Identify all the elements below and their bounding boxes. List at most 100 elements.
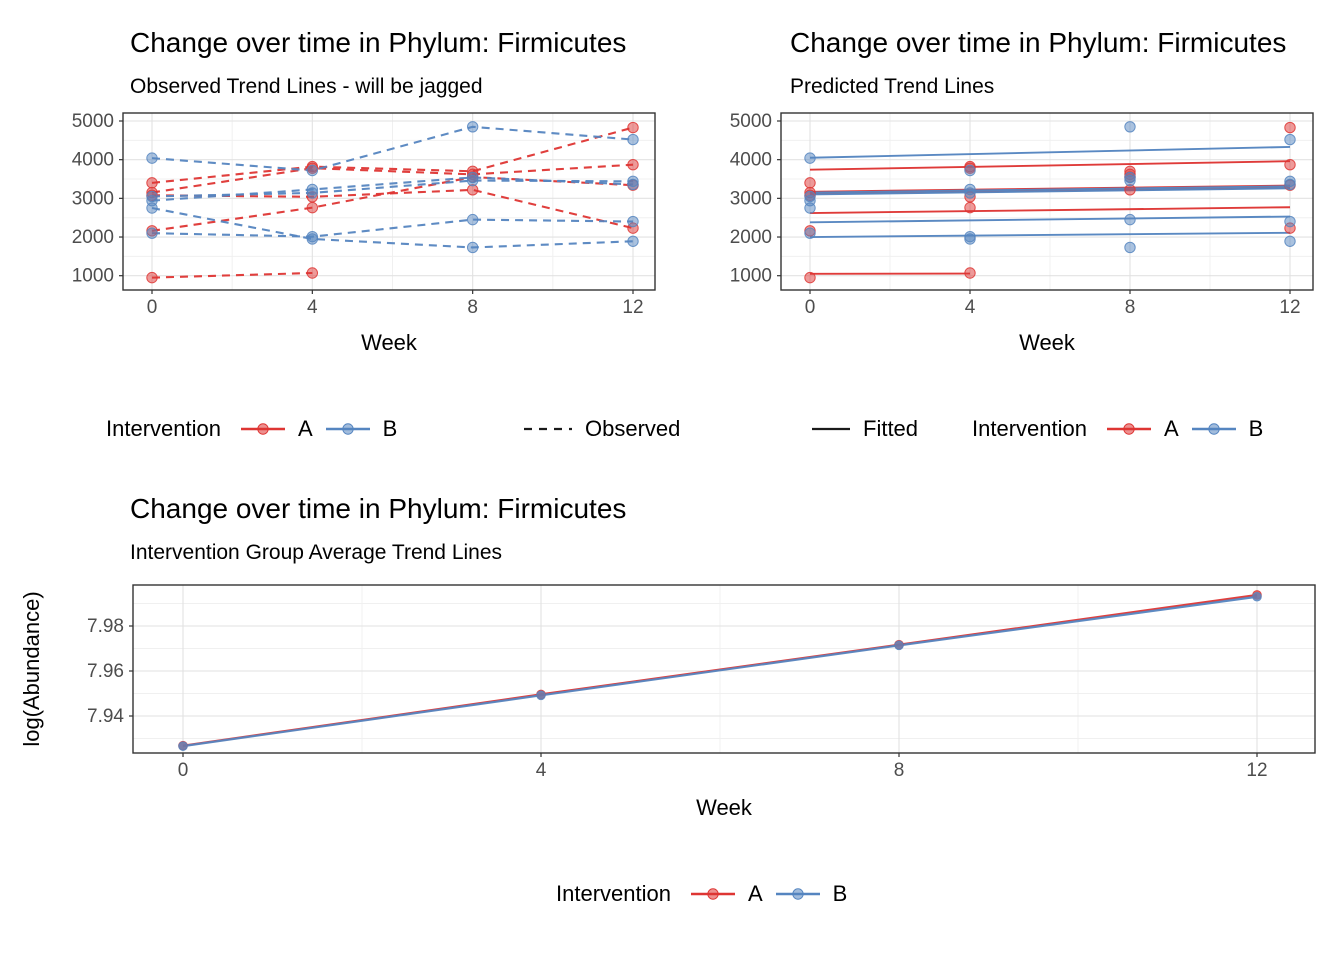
legend-key-b-icon	[325, 416, 370, 442]
x-tick-label: 8	[1125, 297, 1136, 318]
legend-label-observed: Observed	[585, 416, 681, 441]
data-point-B1	[466, 121, 479, 133]
data-point-B5	[1124, 213, 1136, 226]
y-tick-label: 2000	[72, 227, 114, 248]
y-tick-label: 7.96	[87, 661, 124, 682]
data-point-B5	[306, 230, 319, 243]
legend-key-a-icon	[690, 881, 735, 907]
observed-x-axis-label: Week	[361, 330, 417, 355]
x-tick-label: 4	[536, 760, 547, 781]
average-subtitle: Intervention Group Average Trend Lines	[130, 541, 503, 564]
data-point-B3	[1124, 171, 1136, 184]
y-tick-label: 4000	[72, 150, 114, 171]
data-point-A5	[964, 267, 976, 279]
x-tick-label: 12	[1279, 297, 1300, 318]
average-x-axis-label: Week	[696, 795, 752, 820]
y-tick-label: 4000	[730, 150, 772, 171]
y-tick-label: 5000	[72, 111, 114, 132]
legend-label-fitted: Fitted	[863, 416, 919, 441]
x-tick-label: 0	[805, 297, 816, 318]
data-point-A1	[804, 177, 816, 189]
series-line-B2	[151, 179, 634, 198]
data-point-B1	[804, 152, 816, 164]
legend-title: Intervention	[972, 416, 1087, 441]
legend-key-fitted-icon	[812, 416, 850, 442]
average-y-axis-label: log(Abundance)	[19, 591, 44, 747]
legend-label-b: B	[1248, 416, 1264, 441]
legend-title: Intervention	[106, 416, 221, 441]
legend-key-observed-icon	[524, 416, 572, 442]
data-point-B1	[306, 164, 319, 177]
observed-legend: Intervention A B	[106, 414, 397, 444]
x-tick-label: 0	[147, 297, 158, 318]
data-point-B5	[1284, 215, 1296, 228]
series-line-B	[182, 595, 1258, 748]
data-point-B1	[146, 152, 158, 164]
y-tick-label: 7.98	[87, 616, 124, 637]
data-point-B5	[964, 230, 976, 243]
series-line-A4	[151, 176, 634, 232]
data-point-B	[536, 690, 546, 701]
data-point-B4	[1124, 241, 1136, 254]
data-point-A1	[146, 177, 158, 189]
x-tick-label: 0	[178, 760, 189, 781]
data-point-B5	[146, 227, 158, 239]
y-tick-label: 1000	[72, 266, 114, 287]
x-tick-label: 4	[307, 297, 318, 318]
average-panel: 0 4 8 12 7.94 7.96 7.98	[87, 584, 1316, 781]
data-point-A4	[964, 201, 976, 214]
fit-line-B9	[809, 231, 1291, 238]
legend-key-a-icon	[1106, 416, 1151, 442]
data-point-B1	[1284, 133, 1296, 146]
legend-title: Intervention	[556, 881, 671, 906]
predicted-subtitle: Predicted Trend Lines	[790, 75, 995, 98]
legend-key-b-icon	[1191, 416, 1236, 442]
data-point-A5	[804, 271, 816, 284]
x-tick-label: 4	[965, 297, 976, 318]
data-point-B4	[627, 235, 639, 247]
legend-label-b: B	[382, 416, 398, 441]
data-point-B4	[146, 202, 158, 214]
legend-key-a-icon	[240, 416, 285, 442]
data-point-B3	[306, 183, 319, 196]
y-tick-label: 1000	[730, 266, 772, 287]
data-point-B4	[466, 241, 479, 254]
data-point-A5	[306, 267, 319, 279]
data-point-B3	[1284, 178, 1296, 191]
data-point-B5	[627, 215, 639, 228]
observed-panel: 0 4 8 12 1000 2000 3000 4000 5000	[72, 111, 656, 318]
data-point-B3	[466, 171, 479, 184]
fit-line-B5	[809, 145, 1291, 159]
average-legend: Intervention A B	[556, 879, 847, 909]
data-point-B4	[804, 202, 816, 214]
data-point-B5	[804, 227, 816, 239]
series-line-A1	[151, 126, 634, 184]
data-point-B5	[466, 213, 479, 226]
panel-border	[132, 584, 1316, 754]
average-title: Change over time in Phylum: Firmicutes	[130, 493, 627, 524]
data-point-B	[1252, 591, 1262, 602]
x-tick-label: 12	[1246, 760, 1267, 781]
observed-title: Change over time in Phylum: Firmicutes	[130, 27, 627, 58]
y-tick-label: 7.94	[87, 706, 124, 727]
y-tick-label: 2000	[730, 227, 772, 248]
series-line-B4	[151, 206, 634, 249]
legend-label-a: A	[1163, 416, 1179, 441]
y-tick-label: 5000	[730, 111, 772, 132]
fit-line-B8	[809, 215, 1291, 224]
legend-label-a: A	[747, 881, 763, 906]
data-point-A2	[627, 159, 639, 171]
data-point-B4	[1284, 235, 1296, 247]
data-point-B	[894, 640, 904, 651]
predicted-linetype-legend: Fitted	[812, 414, 918, 444]
fit-line-B7	[809, 187, 1291, 196]
series-line-B1	[151, 125, 634, 172]
panel-border	[780, 112, 1314, 291]
series-line-A5	[151, 271, 313, 279]
observed-linetype-legend: Observed	[524, 414, 680, 444]
data-point-A2	[1284, 159, 1296, 171]
legend-label-a: A	[297, 416, 313, 441]
data-point-A1	[1284, 121, 1296, 134]
